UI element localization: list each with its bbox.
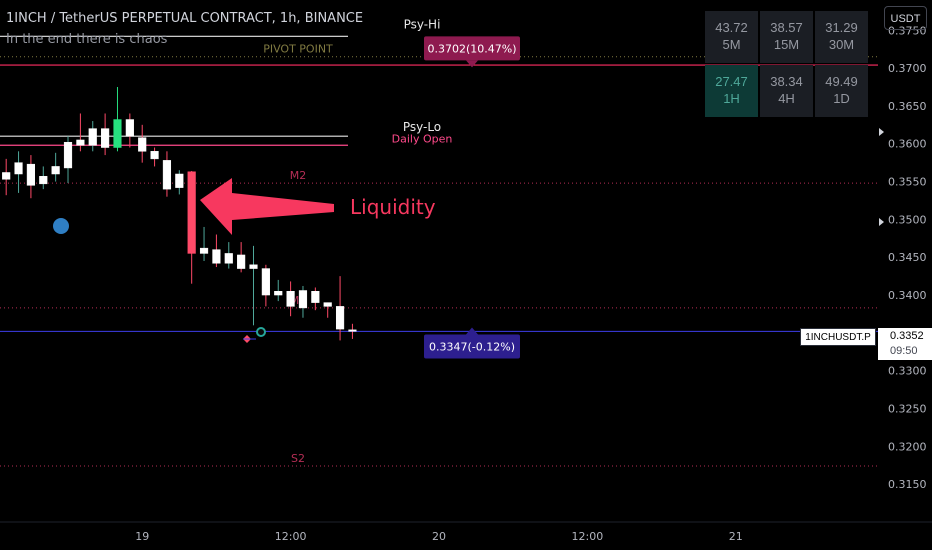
candle-body	[224, 253, 233, 264]
time-axis[interactable]: 19 12:00 20 12:00 21	[0, 521, 932, 543]
candle-body	[138, 137, 147, 152]
last-price-value: 0.3352	[890, 330, 924, 342]
price-tick-label: 0.3650	[888, 100, 927, 113]
candle-body	[175, 173, 184, 188]
price-label-box	[424, 36, 520, 61]
candle-body	[249, 264, 258, 269]
rsi-cell-4h: 38.34 4H	[760, 65, 813, 117]
rsi-cell-1h: 27.47 1H	[705, 65, 758, 117]
level-label-pivot-point: PIVOT POINT	[263, 43, 333, 56]
rsi-value: 43.72	[715, 20, 748, 35]
candle-body	[348, 329, 357, 332]
candle-body	[150, 151, 159, 160]
candle-body	[51, 166, 60, 175]
chart-title: 1INCH / TetherUS PERPETUAL CONTRACT, 1h,…	[6, 11, 364, 26]
candle-body	[212, 249, 221, 264]
candle-body	[101, 128, 110, 148]
rsi-table: 43.72 5M 38.57 15M 31.29 30M 27.47 1H 38…	[705, 11, 868, 117]
price-tick-label: 0.3150	[888, 478, 927, 491]
level-label-daily-open: Daily Open	[392, 132, 453, 145]
candle-body	[187, 171, 196, 254]
bar-countdown: 09:50	[890, 345, 918, 357]
axis-arrow-icon	[879, 218, 884, 226]
candle-body	[199, 247, 209, 254]
candle-body	[237, 254, 246, 269]
candle-body	[125, 119, 134, 137]
price-label-pointer	[466, 60, 478, 68]
blue-dot-marker	[53, 218, 69, 234]
axis-arrow-icon	[879, 128, 884, 136]
price-tick-label: 0.3500	[888, 213, 927, 226]
price-tick-label: 0.3600	[888, 138, 927, 151]
rsi-value: 38.34	[770, 74, 803, 89]
price-label-box	[424, 334, 520, 359]
rsi-value: 49.49	[825, 74, 858, 89]
chart-subtitle: In the end there is chaos	[6, 32, 168, 47]
rsi-timeframe: 5M	[722, 37, 741, 52]
candle-body	[261, 268, 270, 296]
price-axis-bg	[878, 0, 932, 550]
liquidity-annotation: Liquidity	[350, 195, 436, 219]
rsi-value: 38.57	[770, 20, 803, 35]
rsi-cell-1d: 49.49 1D	[815, 65, 868, 117]
candles	[2, 87, 357, 341]
rsi-cell-30m: 31.29 30M	[815, 11, 868, 63]
price-tick-label: 0.3250	[888, 403, 927, 416]
rsi-cell-15m: 38.57 15M	[760, 11, 813, 63]
candle-body	[335, 306, 345, 330]
level-label-psy-hi: Psy-Hi	[404, 17, 441, 31]
price-label-text: 0.3347(-0.12%)	[429, 340, 515, 353]
markers	[53, 218, 266, 343]
candle-body	[113, 119, 122, 148]
rsi-timeframe: 1D	[833, 91, 850, 106]
time-tick-label: 21	[729, 530, 743, 543]
time-tick-label: 12:00	[275, 530, 307, 543]
candle-body	[76, 139, 85, 146]
candle-body	[286, 291, 295, 307]
green-ring-marker	[256, 327, 266, 337]
liquidity-arrow-icon	[200, 178, 334, 235]
time-tick-label: 19	[135, 530, 149, 543]
price-tick-label: 0.3700	[888, 62, 927, 75]
candle-body	[274, 291, 283, 296]
rsi-value: 31.29	[825, 20, 858, 35]
rsi-timeframe: 1H	[723, 91, 740, 106]
candle-body	[311, 291, 320, 303]
level-label-m2: M2	[290, 169, 307, 182]
level-label-s2: S2	[291, 452, 305, 465]
last-price-tag: 0.3352 09:50	[878, 328, 932, 360]
rsi-value: 27.47	[715, 74, 748, 89]
price-label-text: 0.3702(10.47%)	[427, 42, 516, 55]
price-tick-label: 0.3550	[888, 176, 927, 189]
price-label-pointer	[466, 327, 478, 335]
price-tick-label: 0.3450	[888, 251, 927, 264]
price-tick-label: 0.3200	[888, 440, 927, 453]
price-tick-label: 0.3400	[888, 289, 927, 302]
candle-body	[162, 160, 172, 190]
candle-body	[88, 128, 97, 146]
rsi-timeframe: 15M	[773, 37, 800, 52]
candle-body	[14, 162, 23, 175]
price-axis[interactable]: 0.3750 0.3700 0.3650 0.3600 0.3550 0.3500 0.34…	[878, 0, 932, 550]
candle-body	[2, 172, 11, 180]
candle-body	[298, 290, 308, 309]
candle-body	[323, 302, 332, 307]
price-tick-label: 0.3750	[888, 24, 927, 37]
level-label-psy-lo: Psy-Lo	[403, 120, 441, 134]
rsi-timeframe: 30M	[828, 37, 855, 52]
time-tick-label: 20	[432, 530, 446, 543]
currency-button[interactable]: USDT	[884, 6, 927, 30]
candle-body	[63, 141, 73, 169]
annotations: Liquidity 0.3702(10.47%) 0.3347(-0.12%)	[200, 36, 520, 359]
candle-body	[26, 163, 35, 186]
time-tick-label: 12:00	[572, 530, 604, 543]
symbol-tag: 1INCHUSDT.P	[800, 328, 876, 346]
price-tick-label: 0.3300	[888, 365, 927, 378]
rsi-timeframe: 4H	[778, 91, 795, 106]
candle-body	[39, 176, 48, 185]
rsi-cell-5m: 43.72 5M	[705, 11, 758, 63]
